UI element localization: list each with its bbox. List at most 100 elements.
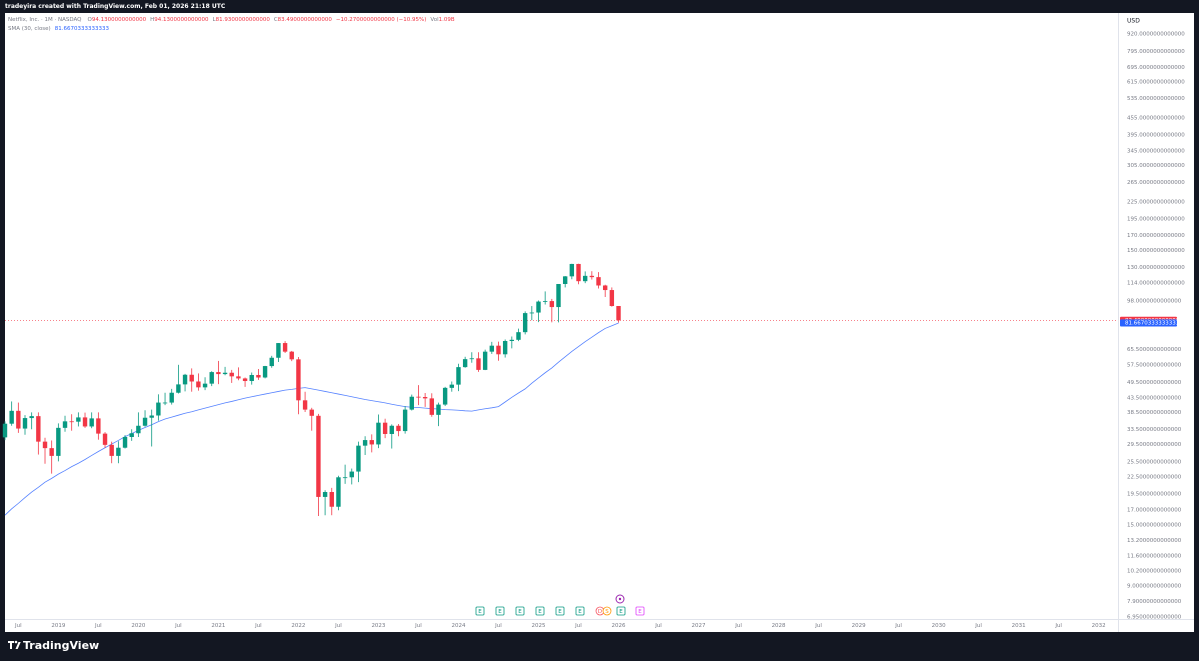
y-tick-label: 15.0000000000000 [1127, 523, 1182, 529]
candle-body [69, 421, 74, 423]
candle-body [389, 425, 394, 434]
candle-body [529, 312, 535, 314]
candle-body [356, 445, 361, 472]
brand: TradingView [23, 639, 99, 652]
x-tick-label: 2030 [932, 623, 946, 629]
candle-body [122, 436, 128, 448]
candle-body [409, 396, 414, 410]
event-label: E [558, 609, 562, 615]
candle-body [116, 447, 121, 456]
event-badge: E [555, 606, 565, 616]
ohlc-key: O [88, 17, 93, 23]
candle-body [196, 381, 201, 388]
candle-body [549, 301, 555, 308]
y-tick-label: 43.5000000000000 [1127, 396, 1182, 402]
candle-body [362, 440, 368, 446]
candle-body [289, 351, 294, 360]
candle-body [302, 400, 308, 410]
event-label: E [538, 609, 542, 615]
event-badge: E [495, 606, 505, 616]
candle-body [449, 384, 455, 388]
y-tick-label: 49.5000000000000 [1127, 380, 1182, 386]
candle-body [2, 423, 8, 438]
event-label: E [478, 609, 482, 615]
candle-body [262, 366, 268, 378]
candle-body [482, 351, 488, 370]
candle-body [462, 359, 468, 368]
y-tick-label: 535.0000000000000 [1127, 96, 1185, 102]
candle-body [536, 301, 541, 313]
event-label: E [619, 609, 623, 615]
candle-body [369, 440, 374, 445]
candle-body [616, 306, 621, 321]
candle-body [329, 492, 334, 507]
candle-body [316, 415, 321, 497]
candle-body [102, 433, 108, 445]
candle-body [342, 477, 348, 479]
credit: tradeyira created with TradingView.com, … [5, 3, 226, 10]
event-label: E [498, 609, 502, 615]
right-border [1194, 13, 1199, 632]
candle-body [189, 374, 194, 382]
candle-body [476, 358, 481, 370]
x-tick-label: Jul [494, 623, 502, 629]
x-tick-label: 2019 [51, 623, 65, 629]
event-badge: S [602, 606, 612, 616]
candle-body [336, 477, 341, 507]
event-box [575, 606, 585, 616]
y-tick-label: 305.0000000000000 [1127, 163, 1185, 169]
candle-body [76, 417, 81, 422]
sma-line [4, 322, 619, 516]
y-tick-label: 265.0000000000000 [1127, 180, 1185, 186]
candle-body [502, 341, 508, 355]
y-tick-label: 19.5000000000000 [1127, 491, 1182, 497]
candle-body [309, 409, 314, 416]
left-border [0, 13, 5, 632]
event-badge: E [475, 606, 485, 616]
x-tick-label: 2028 [772, 623, 786, 629]
event-badge: E [535, 606, 545, 616]
ohlc-value: 94.1300000000000 [92, 17, 147, 23]
x-tick-label: 2029 [852, 623, 866, 629]
candle-body [209, 372, 214, 384]
candle-body [602, 285, 608, 291]
y-tick-label: 13.2000000000000 [1127, 538, 1182, 544]
y-tick-label: 7.90000000000000 [1127, 599, 1182, 605]
candle-body [556, 283, 561, 308]
candle-body [22, 418, 28, 429]
candle-body [236, 376, 241, 379]
event-label: D [598, 609, 602, 615]
candle-body [489, 345, 495, 352]
y-tick-label: 695.0000000000000 [1127, 65, 1185, 71]
y-tick-label: 345.0000000000000 [1127, 149, 1185, 155]
y-tick-label: 29.5000000000000 [1127, 442, 1182, 448]
candle-body [322, 492, 328, 497]
event-box [515, 606, 525, 616]
y-tick-label: 22.5000000000000 [1127, 474, 1182, 480]
x-tick-label: 2020 [131, 623, 145, 629]
sma-tag [1120, 319, 1177, 327]
y-tick-label: 25.5000000000000 [1127, 459, 1182, 465]
candle-body [542, 301, 548, 302]
symbol-legend: Netflix, Inc. · 1M · NASDAQ O94.130000000… [8, 17, 455, 23]
candle-body [496, 345, 501, 355]
x-tick-label: Jul [814, 623, 822, 629]
y-tick-label: 38.5000000000000 [1127, 410, 1182, 416]
candle-body [569, 263, 575, 277]
event-box [495, 606, 505, 616]
volume-key: Vol [430, 17, 439, 23]
candle-body [396, 425, 401, 432]
x-tick-label: Jul [974, 623, 982, 629]
indicator-name: SMA (30, close) [8, 26, 51, 32]
y-tick-label: 57.5000000000000 [1127, 362, 1182, 368]
brand-logo [8, 640, 21, 649]
x-tick-label: Jul [894, 623, 902, 629]
event-box [475, 606, 485, 616]
x-tick-label: 2032 [1092, 623, 1106, 629]
y-tick-label: 65.5000000000000 [1127, 347, 1182, 353]
x-tick-label: Jul [254, 623, 262, 629]
candle-body [56, 427, 61, 456]
candle-body [222, 372, 228, 375]
x-tick-label: 2023 [371, 623, 385, 629]
x-tick-label: Jul [334, 623, 342, 629]
